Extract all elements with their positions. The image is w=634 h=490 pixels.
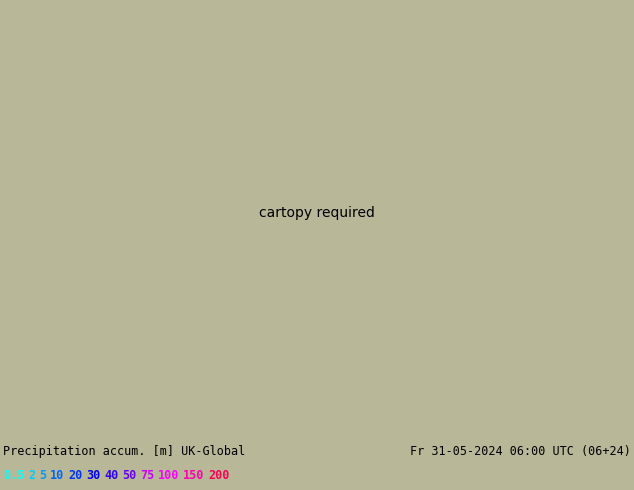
Text: 30: 30 (86, 469, 100, 483)
Text: 0.5: 0.5 (3, 469, 24, 483)
Text: 75: 75 (140, 469, 154, 483)
Text: 10: 10 (50, 469, 64, 483)
Text: 100: 100 (158, 469, 179, 483)
Text: Precipitation accum. [m] UK-Global: Precipitation accum. [m] UK-Global (3, 445, 245, 458)
Text: Fr 31-05-2024 06:00 UTC (06+24): Fr 31-05-2024 06:00 UTC (06+24) (410, 445, 631, 458)
Text: 50: 50 (122, 469, 136, 483)
Text: 20: 20 (68, 469, 82, 483)
Text: 40: 40 (104, 469, 119, 483)
Text: 2: 2 (28, 469, 35, 483)
Text: 200: 200 (208, 469, 230, 483)
Text: 5: 5 (39, 469, 46, 483)
Text: cartopy required: cartopy required (259, 206, 375, 220)
Text: 150: 150 (183, 469, 204, 483)
